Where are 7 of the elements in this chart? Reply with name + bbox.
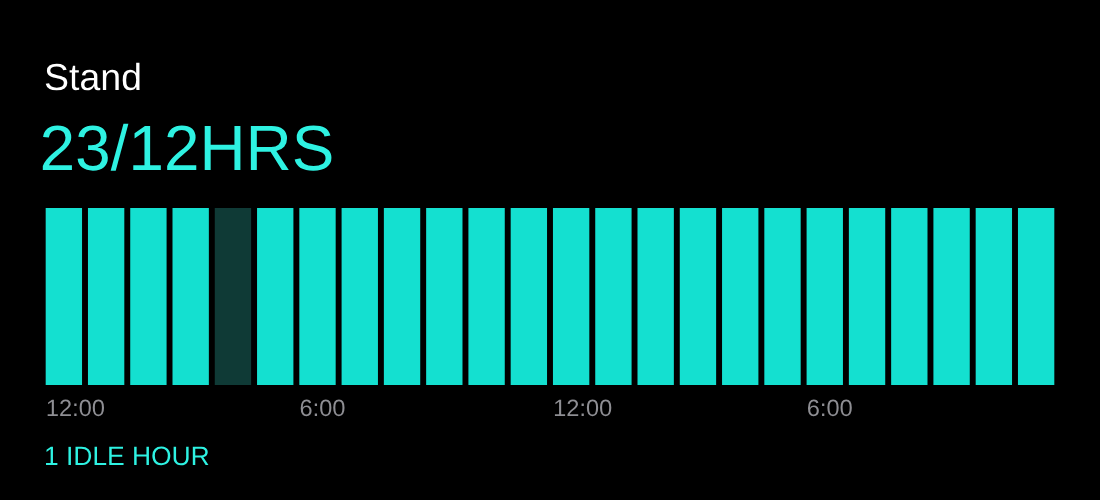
x-tick-label: 6:00 [807, 399, 852, 417]
chart-title: Stand [45, 62, 140, 91]
text: 1 IDLE HOUR [46, 446, 209, 466]
chart-subtitle: 23/12HRS [42, 123, 332, 171]
x-tick-label: 12:00 [554, 399, 612, 417]
x-tick-label: 12:00 [47, 399, 105, 417]
x-tick-label: 6:00 [300, 399, 345, 417]
